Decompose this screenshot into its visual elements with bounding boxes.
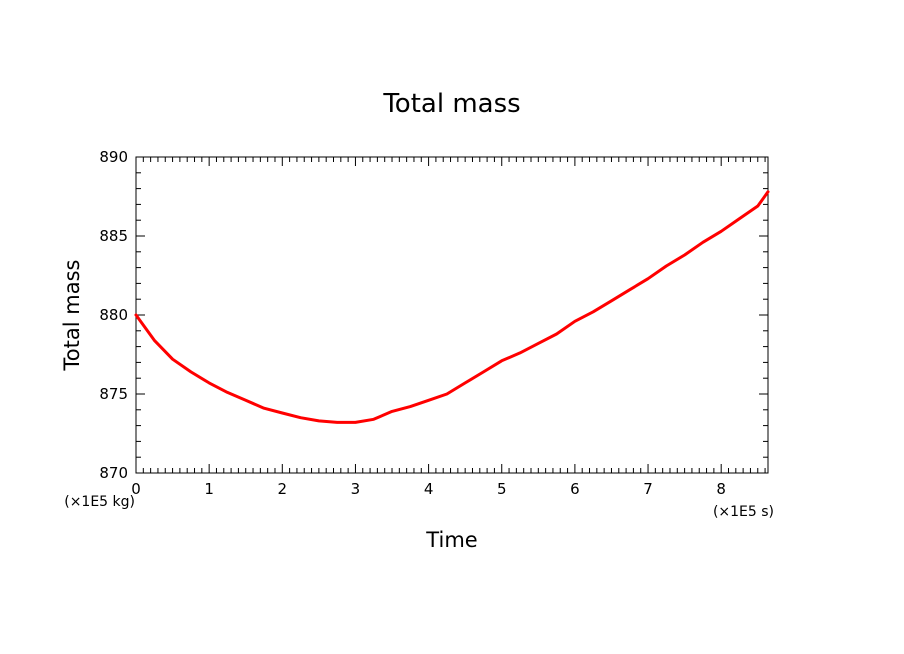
- x-tick-label: 6: [570, 480, 580, 498]
- axis-ticks: [135, 156, 768, 474]
- tick-labels: 0 1 2 3 4 5 6 7 8 870 875 880 885 890: [99, 148, 726, 498]
- y-tick-label: 870: [99, 464, 128, 482]
- x-tick-label: 3: [351, 480, 361, 498]
- plot-frame: [135, 156, 769, 474]
- y-tick-label: 880: [99, 306, 128, 324]
- y-tick-label: 885: [99, 227, 128, 245]
- x-tick-label: 1: [204, 480, 214, 498]
- x-axis-label: Time: [425, 528, 477, 552]
- y-tick-label: 890: [99, 148, 128, 166]
- x-unit-label: (×1E5 s): [713, 504, 774, 520]
- y-unit-label: (×1E5 kg): [64, 494, 135, 510]
- x-tick-label: 0: [131, 480, 141, 498]
- x-tick-label: 2: [278, 480, 288, 498]
- y-tick-label: 875: [99, 385, 128, 403]
- x-tick-label: 7: [643, 480, 653, 498]
- x-tick-label: 4: [424, 480, 434, 498]
- chart-title: Total mass: [382, 89, 520, 119]
- x-tick-label: 5: [497, 480, 507, 498]
- y-axis-label: Total mass: [60, 260, 84, 372]
- x-tick-label: 8: [716, 480, 726, 498]
- series-line: [134, 190, 770, 424]
